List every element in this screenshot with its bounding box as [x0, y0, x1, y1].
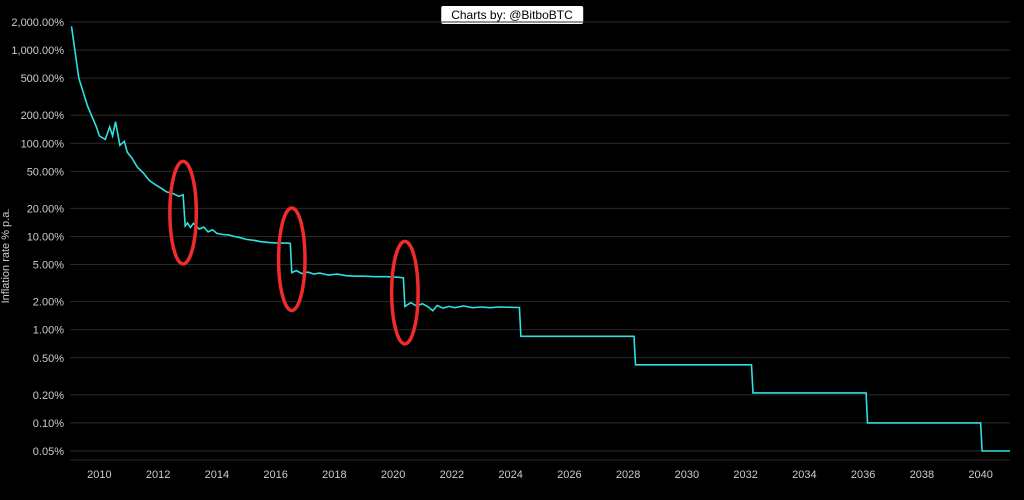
x-tick-label: 2034: [792, 469, 816, 481]
inflation-chart: Charts by: @BitboBTC Inflation rate % p.…: [0, 0, 1024, 500]
y-tick-label: 10.00%: [27, 231, 65, 243]
x-tick-label: 2028: [616, 469, 640, 481]
x-tick-label: 2010: [87, 469, 111, 481]
x-tick-label: 2024: [498, 469, 522, 481]
x-tick-label: 2018: [322, 469, 346, 481]
y-tick-label: 1,000.00%: [11, 45, 64, 57]
inflation-series: [72, 26, 1011, 451]
y-tick-label: 50.00%: [27, 166, 65, 178]
x-tick-label: 2016: [263, 469, 287, 481]
y-tick-label: 5.00%: [33, 260, 64, 272]
x-tick-label: 2012: [146, 469, 170, 481]
y-tick-label: 500.00%: [21, 73, 65, 85]
y-tick-label: 0.20%: [33, 390, 64, 402]
y-tick-label: 1.00%: [33, 325, 64, 337]
x-tick-label: 2032: [733, 469, 757, 481]
x-tick-label: 2020: [381, 469, 405, 481]
y-tick-label: 0.10%: [33, 418, 64, 430]
x-tick-label: 2038: [910, 469, 934, 481]
x-tick-label: 2014: [205, 469, 229, 481]
y-tick-label: 200.00%: [21, 110, 65, 122]
x-tick-label: 2022: [440, 469, 464, 481]
y-tick-label: 0.05%: [33, 446, 64, 458]
y-tick-label: 2,000.00%: [11, 17, 64, 29]
x-tick-label: 2036: [851, 469, 875, 481]
x-tick-label: 2030: [675, 469, 699, 481]
x-tick-label: 2040: [968, 469, 992, 481]
chart-svg: 0.05% 0.10% 0.20% 0.50% 1.00% 2.00% 5.00% 10.00…: [0, 0, 1024, 500]
halving-marker-1: [170, 161, 196, 264]
x-tick-label: 2026: [557, 469, 581, 481]
y-tick-label: 2.00%: [33, 297, 64, 309]
y-tick-label: 0.50%: [33, 353, 64, 365]
y-tick-label: 100.00%: [21, 138, 65, 150]
y-tick-label: 20.00%: [27, 203, 65, 215]
